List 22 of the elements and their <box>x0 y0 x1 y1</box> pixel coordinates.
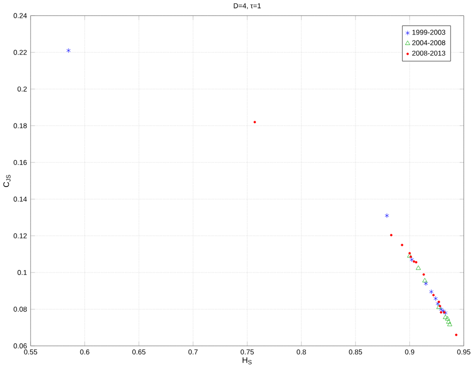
point <box>438 300 440 304</box>
point <box>447 322 452 326</box>
point <box>436 304 442 310</box>
point <box>384 213 390 218</box>
point <box>410 257 414 262</box>
point <box>408 252 411 255</box>
point <box>446 319 452 324</box>
point <box>445 316 450 321</box>
y-axis-title: C$_{JS}$ <box>3 175 10 188</box>
point <box>400 244 404 246</box>
point <box>429 290 434 294</box>
point <box>424 281 428 286</box>
point <box>438 306 444 312</box>
point <box>414 261 418 264</box>
point <box>440 311 442 314</box>
point <box>442 314 448 320</box>
point <box>412 260 416 263</box>
point <box>441 308 446 314</box>
point <box>422 278 428 282</box>
point <box>66 48 71 54</box>
x-axis-title: H$_{S}$ <box>242 357 252 364</box>
point <box>416 266 421 270</box>
